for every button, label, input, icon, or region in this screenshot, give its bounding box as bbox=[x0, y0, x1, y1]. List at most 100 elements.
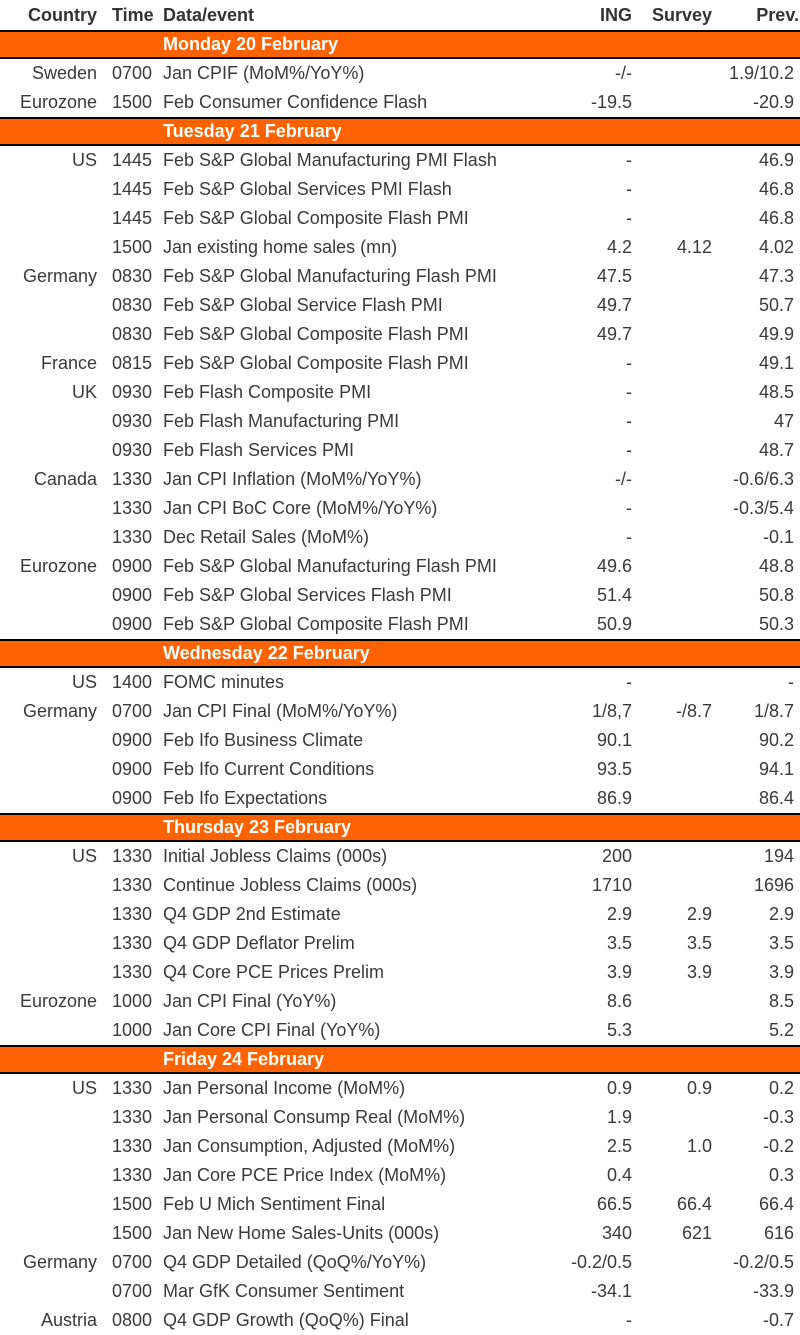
cell-country bbox=[0, 494, 97, 523]
table-row: Eurozone 1000 Jan CPI Final (YoY%) 8.6 8.5 bbox=[0, 987, 800, 1016]
cell-event: Feb Flash Services PMI bbox=[163, 440, 355, 460]
cell-event: Jan CPI BoC Core (MoM%/YoY%) bbox=[163, 498, 438, 518]
cell-time: 0700 bbox=[112, 1252, 153, 1272]
cell-ing: 49.6 bbox=[596, 556, 632, 576]
section-title: Friday 24 February bbox=[0, 1045, 800, 1074]
cell-prev: -0.2 bbox=[762, 1136, 794, 1156]
table-row: 1330 Jan Core PCE Price Index (MoM%) 0.4 0.… bbox=[0, 1161, 800, 1190]
cell-ing: 1710 bbox=[591, 875, 632, 895]
cell-event: Q4 GDP Detailed (QoQ%/YoY%) bbox=[163, 1252, 427, 1272]
cell-ing: - bbox=[626, 440, 632, 460]
cell-country: US bbox=[71, 150, 97, 170]
cell-ing: 3.9 bbox=[606, 962, 632, 982]
section-title: Thursday 23 February bbox=[0, 813, 800, 842]
table-row: 0900 Feb Ifo Current Conditions 93.5 94.1 bbox=[0, 755, 800, 784]
table-row: US 1330 Initial Jobless Claims (000s) 200 19… bbox=[0, 841, 800, 871]
cell-survey bbox=[632, 523, 712, 552]
cell-time: 1330 bbox=[112, 962, 153, 982]
cell-country: US bbox=[71, 846, 97, 866]
cell-country bbox=[0, 233, 97, 262]
cell-time: 0900 bbox=[112, 759, 153, 779]
section-title: Tuesday 21 February bbox=[0, 117, 800, 146]
cell-country: Austria bbox=[40, 1310, 97, 1330]
cell-ing: 2.9 bbox=[606, 904, 632, 924]
cell-country: US bbox=[71, 1078, 97, 1098]
cell-prev: -0.3/5.4 bbox=[732, 498, 794, 518]
cell-time: 1000 bbox=[112, 1020, 153, 1040]
cell-time: 1330 bbox=[112, 875, 153, 895]
column-header-country: Country bbox=[28, 4, 97, 25]
cell-country bbox=[0, 320, 97, 349]
cell-event: Feb S&P Global Composite Flash PMI bbox=[163, 208, 469, 228]
column-header-data-event: Data/event bbox=[163, 4, 255, 25]
table-row: 1330 Jan Consumption, Adjusted (MoM%) 2.5 1… bbox=[0, 1132, 800, 1161]
cell-prev: 3.9 bbox=[768, 962, 794, 982]
cell-event: Jan CPI Inflation (MoM%/YoY%) bbox=[163, 469, 422, 489]
cell-ing: 0.4 bbox=[606, 1165, 632, 1185]
cell-prev: 50.7 bbox=[758, 295, 794, 315]
cell-survey: 66.4 bbox=[676, 1194, 712, 1214]
section-row: Thursday 23 February bbox=[0, 813, 800, 842]
cell-country: Germany bbox=[22, 1252, 97, 1272]
column-header-survey: Survey bbox=[651, 4, 712, 25]
cell-event: Feb S&P Global Manufacturing Flash PMI bbox=[163, 266, 497, 286]
cell-event: Feb S&P Global Manufacturing PMI Flash bbox=[163, 150, 497, 170]
cell-ing: 49.7 bbox=[596, 295, 632, 315]
cell-event: Feb Ifo Current Conditions bbox=[163, 759, 375, 779]
cell-prev: 49.1 bbox=[758, 353, 794, 373]
cell-prev: 47.3 bbox=[758, 266, 794, 286]
cell-country bbox=[0, 755, 97, 784]
cell-survey: 4.12 bbox=[676, 237, 712, 257]
table-row: 1330 Continue Jobless Claims (000s) 1710 16… bbox=[0, 871, 800, 900]
cell-prev: 8.5 bbox=[768, 991, 794, 1011]
column-header-prev: Prev. bbox=[756, 4, 799, 25]
cell-survey bbox=[632, 581, 712, 610]
cell-survey bbox=[632, 291, 712, 320]
cell-survey: 3.9 bbox=[686, 962, 712, 982]
table-row: 0830 Feb S&P Global Service Flash PMI 49.7… bbox=[0, 291, 800, 320]
cell-ing: - bbox=[626, 150, 632, 170]
cell-survey: 3.5 bbox=[686, 933, 712, 953]
cell-country bbox=[0, 1161, 97, 1190]
cell-ing: 2.5 bbox=[606, 1136, 632, 1156]
column-header-ing: ING bbox=[599, 4, 632, 25]
cell-event: Q4 GDP Deflator Prelim bbox=[163, 933, 355, 953]
cell-survey bbox=[632, 755, 712, 784]
cell-survey bbox=[632, 1103, 712, 1132]
cell-event: Feb S&P Global Composite Flash PMI bbox=[163, 614, 469, 634]
cell-ing: 1.9 bbox=[606, 1107, 632, 1127]
cell-ing: - bbox=[626, 498, 632, 518]
cell-prev: 0.2 bbox=[768, 1078, 794, 1098]
cell-country bbox=[0, 175, 97, 204]
cell-survey bbox=[632, 784, 712, 814]
section-row: Tuesday 21 February bbox=[0, 117, 800, 146]
cell-ing: - bbox=[626, 411, 632, 431]
cell-time: 1330 bbox=[112, 904, 153, 924]
cell-ing: 49.7 bbox=[596, 324, 632, 344]
cell-survey bbox=[632, 871, 712, 900]
cell-survey bbox=[632, 987, 712, 1016]
cell-event: Q4 Core PCE Prices Prelim bbox=[163, 962, 385, 982]
cell-event: Feb U Mich Sentiment Final bbox=[163, 1194, 386, 1214]
cell-event: Jan existing home sales (mn) bbox=[163, 237, 398, 257]
cell-event: FOMC minutes bbox=[163, 672, 285, 692]
table-row: 1500 Feb U Mich Sentiment Final 66.5 66.4 66… bbox=[0, 1190, 800, 1219]
cell-prev: 1696 bbox=[753, 875, 794, 895]
cell-time: 0900 bbox=[112, 730, 153, 750]
cell-time: 1500 bbox=[112, 1223, 153, 1243]
cell-survey: 2.9 bbox=[686, 904, 712, 924]
table-row: 1445 Feb S&P Global Services PMI Flash - 46… bbox=[0, 175, 800, 204]
cell-country: Germany bbox=[22, 701, 97, 721]
column-header-time: Time bbox=[112, 4, 154, 25]
cell-country: Eurozone bbox=[19, 556, 97, 576]
cell-country bbox=[0, 1016, 97, 1046]
table-row: 1330 Q4 GDP 2nd Estimate 2.9 2.9 2.9 bbox=[0, 900, 800, 929]
cell-prev: 48.7 bbox=[758, 440, 794, 460]
cell-ing: - bbox=[626, 382, 632, 402]
cell-survey bbox=[632, 349, 712, 378]
cell-ing: 4.2 bbox=[606, 237, 632, 257]
cell-survey bbox=[632, 552, 712, 581]
cell-survey bbox=[632, 1277, 712, 1306]
cell-prev: -33.9 bbox=[752, 1281, 794, 1301]
cell-survey bbox=[632, 378, 712, 407]
